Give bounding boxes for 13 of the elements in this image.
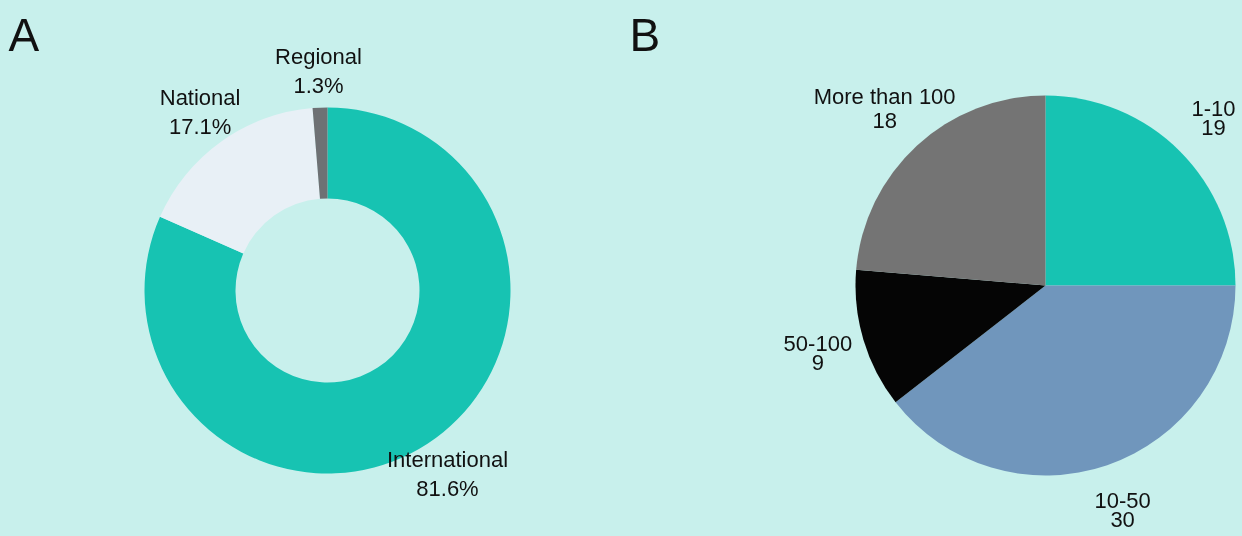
data-label: 81.6% [416,476,479,502]
chart-title: A [8,8,40,61]
data-label: 9 [811,350,825,376]
data-label: 18 [872,107,897,133]
slice-label: Regional [275,44,362,70]
data-label: 17.1% [168,113,232,139]
slice-label: 1-10 [1191,95,1236,121]
slice-label: International [386,447,509,473]
slice-label: National [159,84,241,110]
chart-title: B [629,8,661,61]
data-label: 1.3% [293,73,344,99]
data-label: 30 [1110,507,1135,533]
slice-label: More than 100 [813,83,956,109]
